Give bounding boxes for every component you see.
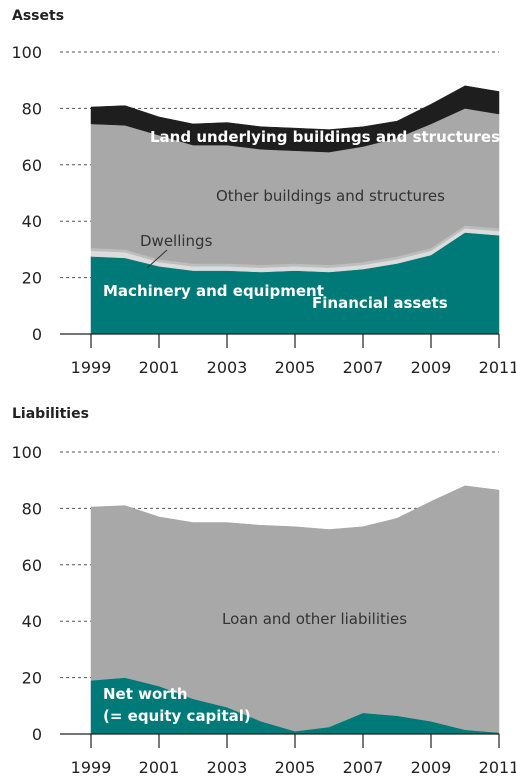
liabilities-x-ticks: 1999 2001 2003 2005 2007 2009 2011	[71, 758, 516, 777]
annotation-dwellings: Dwellings	[140, 232, 213, 250]
liabilities-annotations: Loan and other liabilities Net worth (= …	[103, 610, 407, 725]
x-tick-label: 2009	[411, 358, 452, 377]
y-tick-label: 0	[32, 725, 42, 744]
area-series-1	[90, 485, 500, 733]
assets-axis	[60, 333, 500, 348]
y-tick-label: 0	[32, 325, 42, 344]
y-tick-label: 60	[22, 556, 42, 575]
assets-x-ticks: 1999 2001 2003 2005 2007 2009 2011	[71, 358, 516, 377]
annotation-financial-assets: Financial assets	[312, 294, 448, 312]
x-tick-label: 2007	[343, 358, 384, 377]
dwellings-leader-line	[146, 249, 168, 269]
annotation-net-worth: Net worth	[103, 685, 188, 703]
assets-panel: Assets 0 20 40 60 80 100 1999 2001 2003 2005 2007…	[11, 8, 516, 377]
annotation-land: Land underlying buildings and structures	[150, 128, 500, 146]
assets-title: Assets	[12, 8, 64, 24]
annotation-equity-capital: (= equity capital)	[103, 707, 251, 725]
x-tick-label: 2001	[139, 358, 180, 377]
x-tick-label: 2009	[411, 758, 452, 777]
x-tick-label: 2003	[207, 758, 248, 777]
liabilities-y-ticks: 0 20 40 60 80 100	[11, 443, 42, 744]
x-tick-label: 2011	[479, 758, 516, 777]
area-series-4	[90, 85, 500, 153]
assets-areas	[90, 85, 500, 335]
x-tick-label: 2005	[275, 758, 316, 777]
y-tick-label: 60	[22, 156, 42, 175]
annotation-loan: Loan and other liabilities	[222, 610, 407, 628]
y-tick-label: 40	[22, 212, 42, 231]
liabilities-axis	[60, 733, 500, 748]
liabilities-panel: Liabilities 0 20 40 60 80 100 1999 2001 2003 200…	[11, 406, 516, 777]
x-tick-label: 2007	[343, 758, 384, 777]
y-tick-label: 80	[22, 499, 42, 518]
x-tick-label: 2003	[207, 358, 248, 377]
liabilities-title: Liabilities	[12, 406, 89, 422]
annotation-machinery: Machinery and equipment	[103, 282, 324, 300]
x-tick-label: 1999	[71, 758, 112, 777]
liabilities-areas	[90, 485, 500, 735]
y-tick-label: 100	[11, 43, 42, 62]
y-tick-label: 20	[22, 669, 42, 688]
y-tick-label: 100	[11, 443, 42, 462]
x-tick-label: 2011	[479, 358, 516, 377]
x-tick-label: 1999	[71, 358, 112, 377]
x-tick-label: 2005	[275, 358, 316, 377]
assets-y-ticks: 0 20 40 60 80 100	[11, 43, 42, 344]
y-tick-label: 40	[22, 612, 42, 631]
assets-annotations: Land underlying buildings and structures…	[103, 128, 500, 312]
x-tick-label: 2001	[139, 758, 180, 777]
y-tick-label: 80	[22, 99, 42, 118]
annotation-other-buildings: Other buildings and structures	[216, 187, 445, 205]
y-tick-label: 20	[22, 269, 42, 288]
